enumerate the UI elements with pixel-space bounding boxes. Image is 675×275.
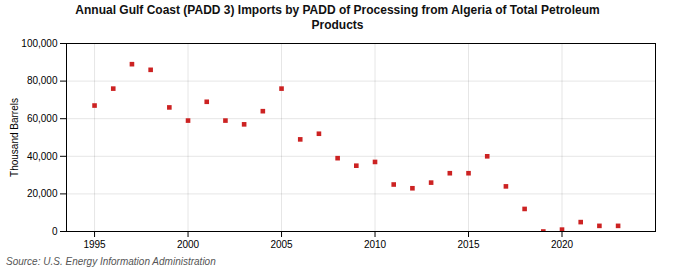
svg-text:1995: 1995 — [83, 239, 106, 250]
svg-text:0: 0 — [52, 226, 58, 237]
svg-text:2020: 2020 — [551, 239, 574, 250]
svg-text:20,000: 20,000 — [27, 188, 58, 199]
svg-text:2005: 2005 — [270, 239, 293, 250]
svg-text:100,000: 100,000 — [21, 38, 58, 49]
html-text:Source: U.S. Energy Informatio: Source: U.S. Energy Information Administ… — [6, 256, 216, 267]
svg-text:2015: 2015 — [457, 239, 480, 250]
svg-text:40,000: 40,000 — [27, 151, 58, 162]
html-text:Annual Gulf Coast (PADD 3) Imp: Annual Gulf Coast (PADD 3) Imports by PA… — [75, 3, 600, 32]
svg-text:80,000: 80,000 — [27, 75, 58, 86]
svg-text:2010: 2010 — [364, 239, 387, 250]
svg-text:60,000: 60,000 — [27, 113, 58, 124]
svg-text:Thousand Barrels: Thousand Barrels — [9, 98, 20, 177]
svg-text:2000: 2000 — [177, 239, 200, 250]
